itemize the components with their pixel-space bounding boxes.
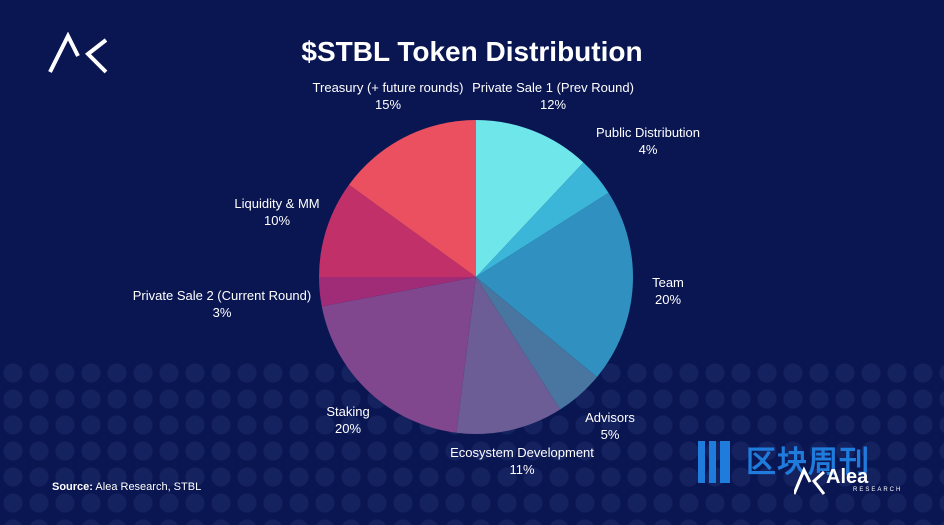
pie-slice-9 — [348, 120, 476, 277]
pie-slice-2 — [476, 162, 609, 277]
slice-label-1: Private Sale 1 (Prev Round) 12% — [472, 80, 634, 112]
pie-slice-6 — [321, 277, 476, 433]
alea-research-logo-icon — [794, 466, 826, 495]
source-note: Source: Alea Research, STBL — [52, 481, 201, 493]
slice-label-name: Private Sale 2 (Current Round) — [133, 288, 311, 303]
slice-label-value: 12% — [540, 97, 566, 112]
slice-label-name: Advisors — [585, 410, 635, 425]
brand-subtitle: RESEARCH — [853, 487, 903, 493]
slice-label-name: Team — [652, 275, 684, 290]
slice-label-value: 3% — [213, 305, 232, 320]
source-prefix: Source: — [52, 481, 93, 493]
slice-label-name: Private Sale 1 (Prev Round) — [472, 80, 634, 95]
pie-slice-7 — [319, 277, 476, 307]
pie-slice-4 — [476, 277, 597, 410]
slice-label-7: Private Sale 2 (Current Round) 3% — [133, 288, 311, 320]
slice-label-value: 5% — [601, 427, 620, 442]
slice-label-value: 11% — [509, 462, 534, 477]
slice-label-name: Liquidity & MM — [234, 196, 319, 211]
slice-label-value: 15% — [375, 97, 401, 112]
slice-label-5: Ecosystem Development 11% — [450, 445, 594, 477]
slice-label-6: Staking 20% — [326, 404, 369, 436]
pie-slice-1 — [476, 120, 584, 277]
alea-logo-icon — [48, 32, 108, 74]
slice-label-8: Liquidity & MM 10% — [234, 196, 319, 228]
slice-label-value: 4% — [639, 142, 658, 157]
watermark-text: 区块周刊 — [746, 446, 870, 479]
slice-label-value: 20% — [655, 292, 681, 307]
source-text: Alea Research, STBL — [95, 481, 202, 493]
slice-label-name: Public Distribution — [596, 125, 700, 140]
slice-label-2: Public Distribution 4% — [596, 125, 700, 157]
pie-slice-8 — [319, 184, 476, 277]
slice-label-name: Staking — [326, 404, 369, 419]
slice-label-9: Treasury (+ future rounds) 15% — [313, 80, 464, 112]
slice-label-value: 10% — [264, 213, 290, 228]
pie-slice-5 — [456, 277, 561, 434]
chart-title: $STBL Token Distribution — [301, 36, 643, 67]
slice-label-name: Treasury (+ future rounds) — [313, 80, 464, 95]
slice-label-value: 20% — [335, 421, 361, 436]
watermark-logo-icon — [698, 441, 730, 483]
slice-label-3: Team 20% — [652, 275, 684, 307]
brand-name: Alea — [826, 466, 869, 488]
slice-label-name: Ecosystem Development — [450, 445, 594, 460]
pie-slice-3 — [476, 192, 633, 378]
slice-label-4: Advisors 5% — [585, 410, 635, 442]
